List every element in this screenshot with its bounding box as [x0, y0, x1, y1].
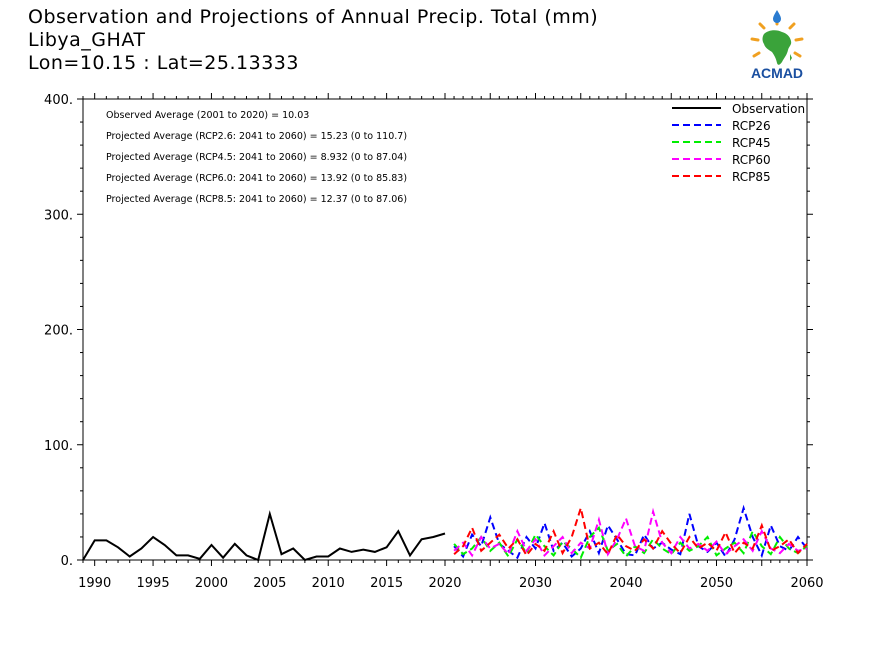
legend-label-rcp60: RCP60: [732, 153, 771, 167]
y-tick-label: 0.: [61, 554, 73, 569]
station-coordinates: Lon=10.15 : Lat=25.13333: [28, 52, 299, 74]
x-tick-label: 2050: [700, 576, 733, 591]
acmad-logo: ACMAD: [750, 10, 804, 81]
x-tick-label: 2060: [790, 576, 823, 591]
legend: Observation RCP26 RCP45 RCP60 RCP85: [672, 102, 805, 184]
x-tick-label: 2015: [370, 576, 403, 591]
x-tick-label: 2020: [428, 576, 461, 591]
stat-line: Projected Average (RCP8.5: 2041 to 2060)…: [106, 194, 407, 205]
y-tick-label: 100.: [44, 439, 73, 454]
legend-label-rcp85: RCP85: [732, 170, 771, 184]
series-line-rcp85: [453, 504, 808, 558]
stat-line: Projected Average (RCP4.5: 2041 to 2060)…: [106, 152, 407, 163]
x-tick-label: 2030: [519, 576, 552, 591]
legend-label-rcp26: RCP26: [732, 119, 771, 133]
legend-label-observation: Observation: [732, 102, 805, 116]
series-line-observation: [82, 510, 446, 562]
x-tick-label: 2040: [609, 576, 642, 591]
title-block: Observation and Projections of Annual Pr…: [28, 6, 598, 75]
y-tick-label: 200.: [44, 324, 73, 339]
x-tick-label: 1995: [137, 576, 170, 591]
statistics-box: Observed Average (2001 to 2020) = 10.03 P…: [106, 110, 407, 205]
x-tick-label: 2000: [195, 576, 228, 591]
stat-line: Projected Average (RCP2.6: 2041 to 2060)…: [106, 131, 407, 142]
x-tick-label: 2010: [312, 576, 345, 591]
stat-line: Observed Average (2001 to 2020) = 10.03: [106, 110, 309, 121]
y-tick-label: 400.: [44, 93, 73, 108]
x-tick-label: 2005: [253, 576, 286, 591]
legend-label-rcp45: RCP45: [732, 136, 771, 150]
axis-ticks: 0. 100. 200. 300. 400. 1990 1995 2000 2005 2010 20…: [44, 93, 824, 591]
data-series: [82, 504, 808, 562]
series-line-rcp26: [453, 504, 808, 560]
plot-frame: [82, 98, 808, 561]
y-tick-label: 300.: [44, 208, 73, 223]
chart-title: Observation and Projections of Annual Pr…: [28, 6, 599, 28]
stat-line: Projected Average (RCP6.0: 2041 to 2060)…: [106, 173, 407, 184]
acmad-logo-text: ACMAD: [751, 65, 803, 81]
series-line-rcp45: [453, 525, 808, 560]
station-name: Libya_GHAT: [28, 29, 146, 51]
x-tick-label: 1990: [78, 576, 111, 591]
